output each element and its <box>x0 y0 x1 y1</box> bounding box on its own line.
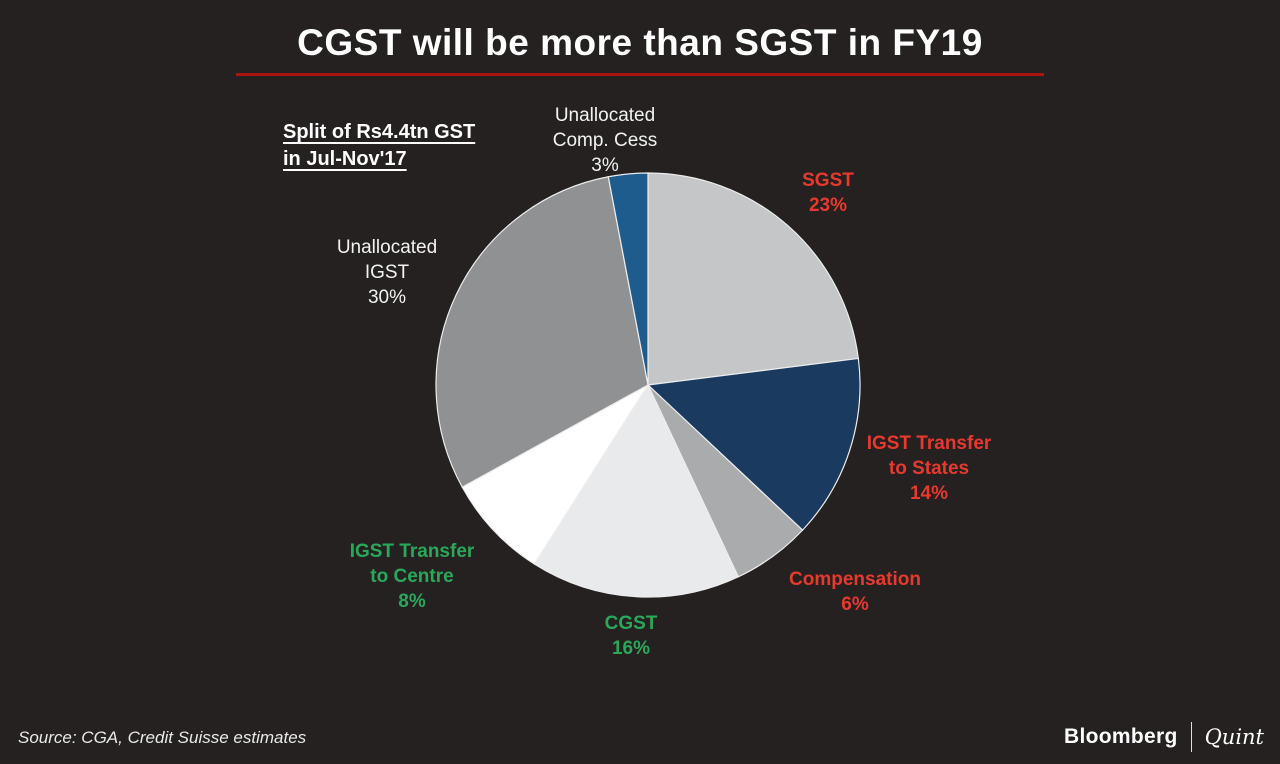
pie-slice-unallocated-igst <box>435 176 649 488</box>
chart-subtitle: Split of Rs4.4tn GST in Jul-Nov'17 <box>283 119 475 173</box>
pie-slice-sgst <box>647 172 860 386</box>
branding: Bloomberg Quint <box>1064 722 1264 752</box>
source-note: Source: CGA, Credit Suisse estimates <box>18 728 307 747</box>
pie-slice-igst-transfer-to-states <box>646 357 861 531</box>
bloomberg-logo: Bloomberg <box>1064 725 1178 748</box>
quint-logo: Quint <box>1204 725 1264 749</box>
pie-slice-unallocated-comp-cess <box>607 172 649 386</box>
chart-subtitle-line2: in Jul-Nov'17 <box>283 148 407 170</box>
chart-subtitle-line1: Split of Rs4.4tn GST <box>283 121 476 143</box>
pie-slice-igst-transfer-to-centre <box>461 384 649 565</box>
title-underline <box>236 73 1044 76</box>
pie-slice-cgst <box>533 383 740 598</box>
brand-divider <box>1190 722 1192 752</box>
page-title: CGST will be more than SGST in FY19 <box>297 22 983 63</box>
